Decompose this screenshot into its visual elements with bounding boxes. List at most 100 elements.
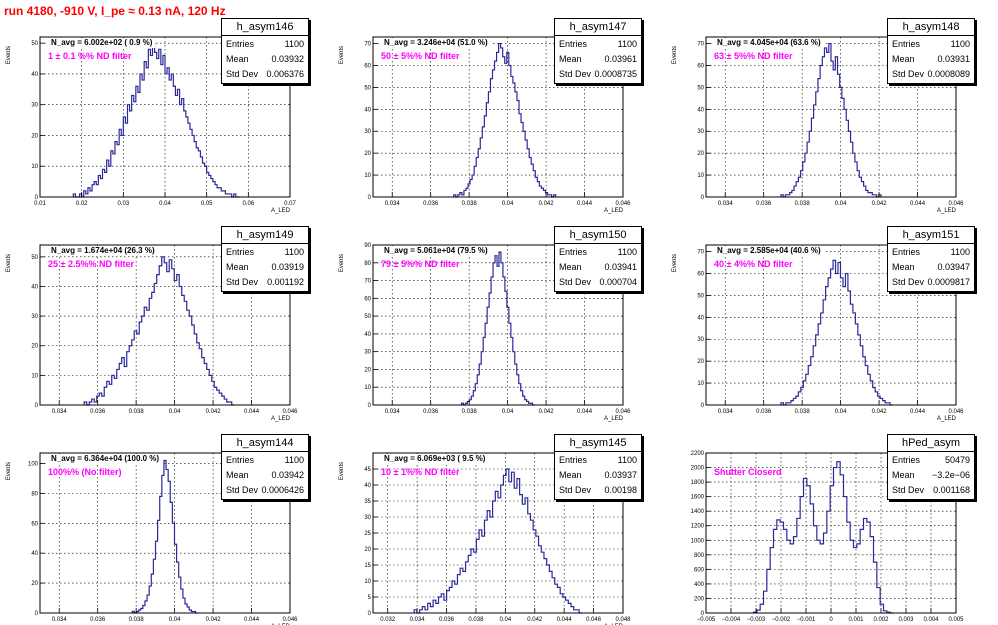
x-tick-label: 0.044 [577,201,593,207]
stats-entries-label: Entries [892,246,921,257]
x-tick-label: 0.036 [756,409,772,415]
filter-annotation: Shutter Closerd [714,467,782,477]
y-tick-label: 60 [364,63,371,69]
y-tick-label: 0 [35,611,39,617]
y-tick-label: 70 [364,279,371,285]
stats-mean-row: Mean −3.2e−06 [888,467,974,482]
y-axis-title: Events [6,462,12,480]
y-tick-label: 80 [31,491,38,497]
x-tick-label: 0.04 [502,201,514,207]
stats-entries-value: 1100 [284,246,304,257]
histogram-panel: 0.01 0.02 0.03 0.04 0.05 0.06 0.07 0 10 20 30 40 50 E… [0,14,309,214]
x-tick-label: 0.036 [90,409,106,415]
y-tick-label: 70 [364,42,371,48]
y-tick-label: 60 [31,521,38,527]
x-tick-label: −0.005 [697,617,716,623]
y-tick-label: 0 [701,403,705,409]
x-tick-label: −0.002 [772,617,791,623]
y-tick-label: 60 [697,63,704,69]
y-tick-label: 50 [697,293,704,299]
stats-box: h_asym151 Entries 1100 Mean 0.03947 Std Dev 0.… [887,226,975,292]
stats-box: h_asym150 Entries 1100 Mean 0.03941 Std Dev 0.… [554,226,642,292]
stats-entries-row: Entries 50479 [888,452,974,467]
x-tick-label: 0 [829,617,833,623]
x-tick-label: 0.038 [462,409,478,415]
stats-entries-value: 1100 [617,38,637,49]
y-tick-label: 10 [697,173,704,179]
stats-std-dev-row: Std Dev 0.006376 [222,66,308,81]
y-axis-title: Events [6,46,12,64]
x-tick-label: 0.048 [615,617,631,623]
y-tick-label: 40 [364,107,371,113]
y-tick-label: 100 [28,461,39,467]
x-tick-label: 0.044 [244,409,260,415]
stats-entries-value: 1100 [950,38,970,49]
y-tick-label: 1800 [691,480,705,486]
stats-entries-value: 1100 [284,38,304,49]
y-tick-label: 0 [701,611,705,617]
x-tick-label: 0.044 [577,409,593,415]
x-tick-label: 0.038 [795,409,811,415]
stats-box: h_asym149 Entries 1100 Mean 0.03919 Std Dev 0.… [221,226,309,292]
stats-entries-row: Entries 1100 [222,244,308,259]
x-axis-title: A_LED [604,416,624,422]
y-tick-label: 45 [364,467,371,473]
y-axis-title: Events [339,462,345,480]
y-tick-label: 0 [368,611,372,617]
stats-mean-row: Mean 0.03932 [222,51,308,66]
histogram-series [752,461,894,614]
x-tick-label: 0.01 [34,201,46,207]
stats-mean-row: Mean 0.03937 [555,467,641,482]
x-tick-label: −0.004 [722,617,741,623]
x-tick-label: 0.06 [242,201,254,207]
stats-entries-value: 1100 [617,454,637,465]
stats-entries-label: Entries [226,246,255,257]
histogram-series [72,42,240,198]
stats-std-dev-value: 0.0006426 [261,484,304,495]
stats-mean-value: 0.03931 [937,53,970,64]
y-tick-label: 50 [31,255,38,261]
stats-mean-label: Mean [892,261,915,272]
histogram-series [453,42,557,198]
y-tick-label: 50 [31,41,38,47]
histogram-panel: −0.005 −0.004 −0.003 −0.002 −0.001 0 0.001 0.00… [666,430,975,623]
stats-mean-value: 0.03932 [271,53,304,64]
x-tick-label: 0.004 [923,617,939,623]
x-tick-label: 0.046 [282,409,298,415]
plot-frame [705,36,957,198]
filter-annotation: 1 ± 0.1 %% ND filter [48,51,132,61]
x-tick-label: 0.07 [284,201,296,207]
y-tick-label: 10 [364,579,371,585]
y-tick-label: 40 [31,551,38,557]
navg-label: N_avg = 1.674e+04 (26.3 %) [48,246,158,256]
x-axis-title: A_LED [604,208,624,214]
y-tick-label: 50 [697,85,704,91]
stats-std-dev-row: Std Dev 0.0006426 [222,482,308,497]
plot-frame [372,36,624,198]
stats-mean-row: Mean 0.03942 [222,467,308,482]
x-tick-label: 0.034 [410,617,426,623]
stats-mean-value: 0.03961 [604,53,637,64]
x-tick-label: 0.042 [206,409,222,415]
y-tick-label: 40 [697,107,704,113]
filter-annotation: 40 ± 4%% ND filter [714,259,793,269]
x-tick-label: 0.032 [380,617,396,623]
stats-std-dev-value: 0.0008089 [927,68,970,79]
stats-std-dev-label: Std Dev [226,484,259,495]
y-tick-label: 10 [31,164,38,170]
x-tick-label: 0.034 [718,409,734,415]
stats-title: h_asym150 [555,227,641,244]
stats-entries-label: Entries [892,38,921,49]
x-tick-label: 0.038 [795,201,811,207]
stats-mean-value: 0.03942 [271,469,304,480]
x-tick-label: 0.038 [468,617,484,623]
y-axis-title: Events [672,46,678,64]
y-tick-label: 40 [364,332,371,338]
stats-std-dev-label: Std Dev [892,484,925,495]
x-tick-label: 0.034 [52,617,68,623]
y-tick-label: 30 [364,129,371,135]
stats-entries-label: Entries [892,454,921,465]
x-axis-title: A_LED [271,208,291,214]
stats-mean-row: Mean 0.03947 [888,259,974,274]
x-tick-label: 0.044 [244,617,260,623]
